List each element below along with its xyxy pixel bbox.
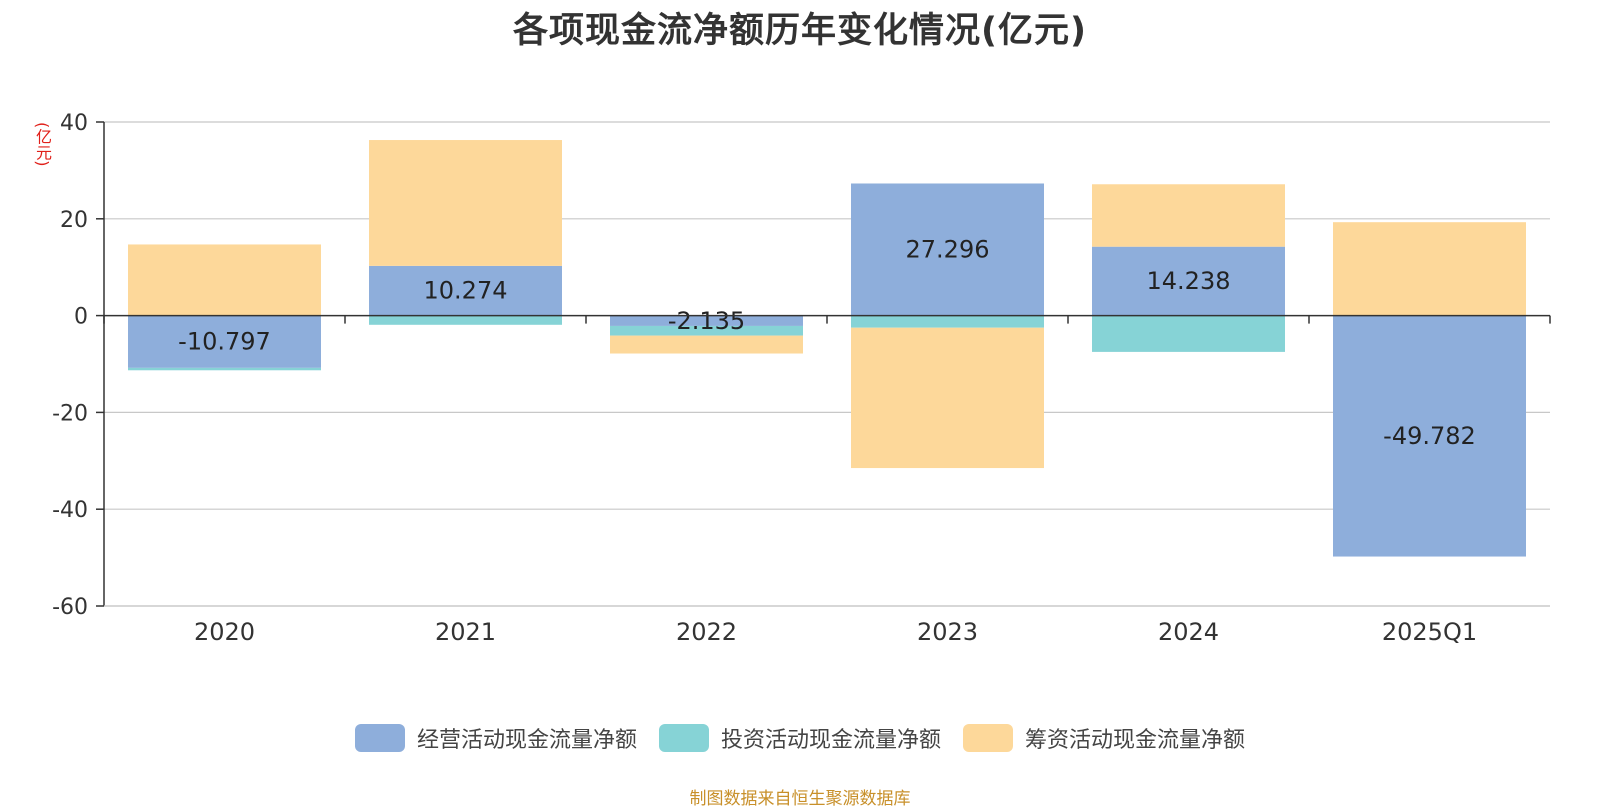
legend-label-financing: 筹资活动现金流量净额 (1025, 728, 1246, 753)
data-label: -49.782 (1383, 422, 1476, 450)
legend: 经营活动现金流量净额 投资活动现金流量净额 筹资活动现金流量净额 (0, 722, 1600, 754)
bar-0-2025Q1 (1333, 315, 1526, 557)
chart-title: 各项现金流净额历年变化情况(亿元) (513, 11, 1087, 51)
legend-item-financing[interactable]: 筹资活动现金流量净额 (963, 722, 1245, 754)
y-tick-label: -40 (52, 498, 88, 523)
y-tick-label: 20 (60, 208, 88, 233)
data-label: 27.296 (906, 236, 990, 264)
legend-swatch-investing (658, 724, 709, 752)
y-tick-label: -60 (52, 595, 88, 620)
bar-1-2022 (610, 325, 803, 336)
bar-0-2020 (128, 315, 321, 368)
bar-2-2024 (1092, 184, 1285, 247)
data-label: 10.274 (424, 277, 508, 305)
bar-0-2024 (1092, 246, 1285, 316)
y-tick-label: 0 (74, 305, 88, 330)
data-label: -2.135 (668, 307, 745, 335)
y-tick-label: -20 (52, 401, 88, 426)
bar-0-2023 (851, 183, 1044, 316)
y-axis-label: (亿元) (33, 122, 52, 167)
legend-label-operating: 经营活动现金流量净额 (416, 728, 637, 753)
x-tick-label: 2024 (1158, 618, 1219, 646)
bar-1-2023 (851, 315, 1044, 328)
legend-label-investing: 投资活动现金流量净额 (720, 728, 941, 753)
bar-2-2020 (128, 244, 321, 316)
bar-1-2020 (128, 367, 321, 371)
data-label: 14.238 (1147, 267, 1231, 295)
bar-2-2023 (851, 327, 1044, 469)
x-tick-label: 2021 (435, 618, 496, 646)
legend-swatch-operating (354, 724, 405, 752)
x-tick-label: 2023 (917, 618, 978, 646)
source-note: 制图数据来自恒生聚源数据库 (689, 789, 911, 809)
data-label: -10.797 (178, 328, 271, 356)
legend-item-investing[interactable]: 投资活动现金流量净额 (658, 722, 941, 754)
y-tick-label: 40 (60, 111, 88, 136)
bar-0-2021 (369, 265, 562, 316)
bar-2-2025Q1 (1333, 222, 1526, 316)
legend-swatch-financing (963, 724, 1013, 752)
bar-1-2024 (1092, 315, 1285, 352)
bar-0-2022 (610, 315, 803, 326)
bar-1-2021 (369, 315, 562, 325)
legend-item-operating[interactable]: 经营活动现金流量净额 (354, 722, 637, 754)
bar-2-2022 (610, 335, 803, 354)
x-tick-label: 2020 (194, 618, 255, 646)
x-tick-label: 2022 (676, 618, 737, 646)
x-tick-label: 2025Q1 (1382, 618, 1477, 646)
bar-2-2021 (369, 140, 562, 266)
